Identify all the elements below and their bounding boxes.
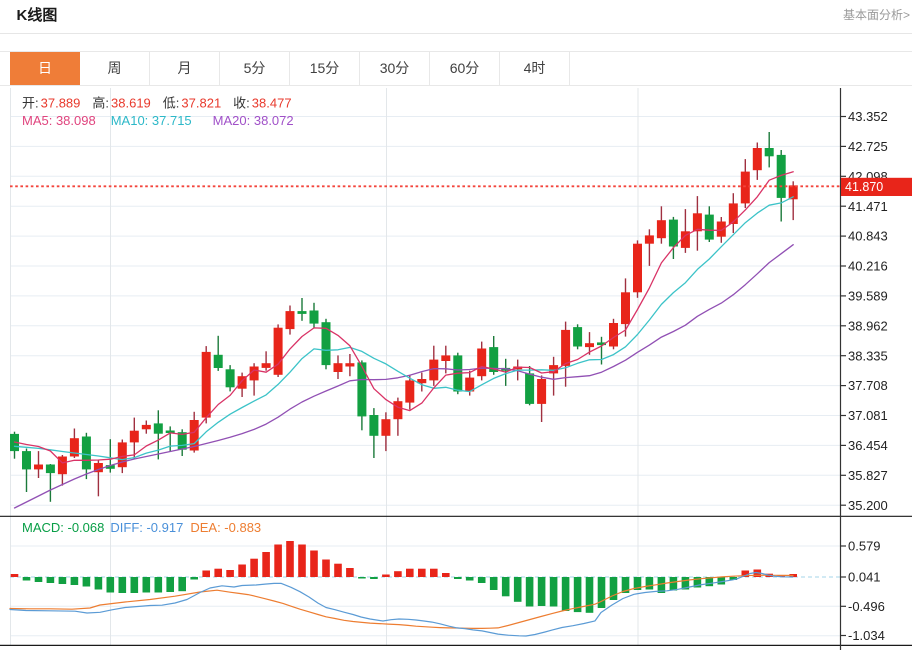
svg-text:35.827: 35.827 — [848, 468, 888, 483]
svg-text:36.454: 36.454 — [848, 438, 888, 453]
svg-text:38.962: 38.962 — [848, 318, 888, 333]
svg-text:43.352: 43.352 — [848, 109, 888, 124]
svg-text:0.041: 0.041 — [848, 570, 881, 585]
svg-text:42.725: 42.725 — [848, 139, 888, 154]
svg-text:0.579: 0.579 — [848, 539, 881, 554]
svg-text:35.200: 35.200 — [848, 498, 888, 513]
svg-text:40.216: 40.216 — [848, 259, 888, 274]
svg-text:41.870: 41.870 — [845, 180, 883, 194]
svg-text:38.335: 38.335 — [848, 348, 888, 363]
svg-text:37.081: 37.081 — [848, 408, 888, 423]
svg-text:39.589: 39.589 — [848, 289, 888, 304]
svg-text:-0.496: -0.496 — [848, 599, 885, 614]
svg-text:-1.034: -1.034 — [848, 628, 885, 643]
svg-text:41.471: 41.471 — [848, 199, 888, 214]
svg-text:37.708: 37.708 — [848, 378, 888, 393]
svg-text:40.843: 40.843 — [848, 229, 888, 244]
